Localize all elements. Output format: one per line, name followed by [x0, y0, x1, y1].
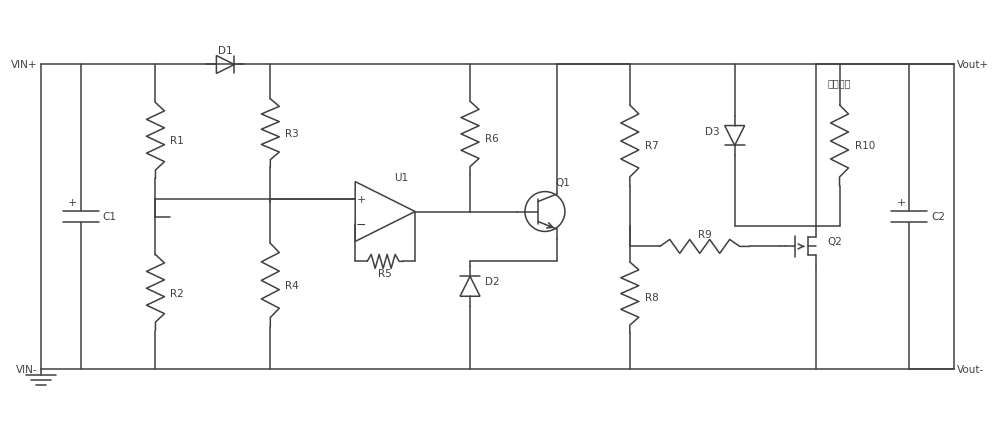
- Text: R2: R2: [170, 288, 184, 298]
- Text: +: +: [357, 194, 366, 204]
- Text: C2: C2: [931, 212, 945, 222]
- Text: R3: R3: [285, 129, 299, 139]
- Text: R10: R10: [855, 141, 875, 151]
- Text: D1: D1: [218, 46, 233, 56]
- Text: 泄放电阱: 泄放电阱: [828, 78, 851, 88]
- Text: C1: C1: [103, 212, 117, 222]
- Text: D2: D2: [485, 276, 500, 286]
- Text: R7: R7: [645, 141, 659, 151]
- Text: +: +: [897, 197, 906, 207]
- Text: R1: R1: [170, 136, 184, 146]
- Text: R4: R4: [285, 280, 299, 290]
- Text: R6: R6: [485, 134, 499, 144]
- Text: D3: D3: [705, 126, 720, 136]
- Text: Q2: Q2: [828, 237, 842, 247]
- Text: VIN+: VIN+: [11, 60, 38, 70]
- Text: U1: U1: [394, 172, 408, 182]
- Text: R9: R9: [698, 230, 712, 240]
- Text: −: −: [356, 218, 366, 231]
- Text: Vout+: Vout+: [957, 60, 989, 70]
- Text: R5: R5: [378, 269, 392, 279]
- Text: R8: R8: [645, 293, 659, 303]
- Text: +: +: [68, 197, 77, 207]
- Text: Q1: Q1: [555, 177, 570, 187]
- Text: VIN-: VIN-: [16, 364, 38, 374]
- Text: Vout-: Vout-: [957, 364, 985, 374]
